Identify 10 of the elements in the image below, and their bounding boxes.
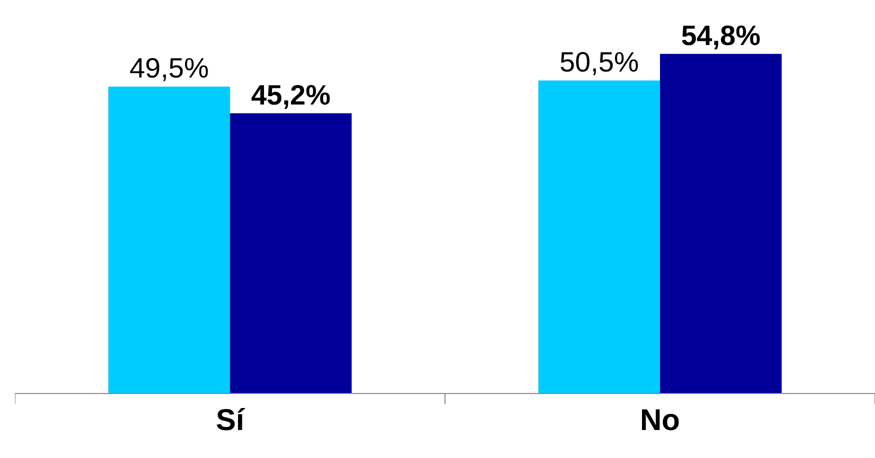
data-label: 54,8% (681, 20, 761, 51)
bar (108, 86, 230, 393)
data-label: 49,5% (129, 52, 209, 84)
bar (230, 113, 352, 393)
x-tick-label: No (640, 404, 680, 437)
x-tick-label: Sí (216, 404, 246, 437)
data-label: 50,5% (559, 46, 639, 78)
bar (538, 80, 660, 393)
bar (660, 54, 782, 393)
data-label: 45,2% (251, 79, 331, 110)
